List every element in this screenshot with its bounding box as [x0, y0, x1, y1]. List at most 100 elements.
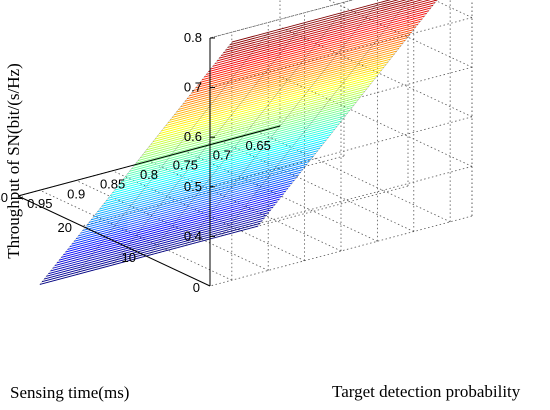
surface-mesh-line — [67, 190, 287, 250]
surface-mesh-line — [75, 179, 295, 240]
surface-mesh-line — [93, 158, 312, 218]
surface-mesh-line — [231, 0, 392, 43]
floor-grid-line — [145, 185, 409, 257]
y-axis-label: Target detection probability — [332, 382, 521, 401]
surface-mesh-line — [161, 72, 380, 132]
surface-mesh-line — [101, 147, 321, 207]
surface-mesh-line — [169, 61, 389, 121]
surface-mesh-line — [184, 42, 404, 102]
surface-mesh-line — [257, 0, 438, 227]
wall-grid-line — [209, 166, 473, 237]
surface-mesh-line — [197, 26, 417, 86]
surface-mesh-line — [154, 80, 374, 140]
surface-mesh-line — [65, 193, 284, 253]
surface-mesh-line — [84, 169, 304, 229]
surface-mesh-line — [39, 225, 259, 285]
surface-mesh-line — [116, 128, 336, 188]
floor-grid-line — [76, 180, 269, 271]
surface-mesh-line — [225, 0, 415, 51]
surface-mesh-line — [227, 0, 407, 48]
surface-mesh-line — [127, 115, 346, 175]
surface-mesh-line — [139, 99, 359, 159]
surface-mesh-line — [107, 139, 327, 199]
surface-mesh-line — [48, 214, 267, 275]
surface-mesh-line — [203, 18, 423, 78]
surface-mesh-line — [218, 0, 438, 59]
surface-mesh-line — [193, 31, 412, 91]
surface-mesh-line — [105, 142, 325, 202]
surface-mesh-line — [212, 7, 432, 67]
surface-mesh-line — [78, 177, 297, 237]
tick-labels: 0.4 0.5 0.6 0.7 0.8 0 10 20 30 0.95 0.9 0.85 0.8 0.75… — [0, 30, 271, 295]
surface-mesh-line — [195, 29, 415, 89]
surface-mesh-line — [201, 21, 421, 81]
x-tick-label: 30 — [0, 190, 8, 205]
surface-mesh-line — [97, 152, 316, 213]
surface-mesh-line — [76, 32, 269, 275]
y-tick-label: 0.8 — [140, 167, 158, 182]
surface-mesh-line — [221, 0, 431, 56]
z-tick-label: 0.7 — [184, 80, 202, 95]
surface-mesh-line — [61, 198, 280, 258]
x-axis-label: Sensing time(ms) — [10, 383, 129, 402]
surface-mesh-line — [208, 12, 427, 73]
surface-mesh-line — [54, 206, 274, 266]
surface-mesh-line — [112, 134, 331, 194]
surface-mesh-line — [82, 171, 301, 231]
surface-mesh-line — [144, 93, 363, 153]
axes-box — [17, 37, 281, 287]
surface-mesh-line — [176, 53, 395, 113]
surface-mesh-line — [135, 104, 355, 164]
wall-grid-line — [209, 116, 473, 188]
y-axis-line — [17, 125, 281, 197]
surface-mesh-line — [148, 12, 342, 256]
surface-mesh-line — [185, 3, 378, 246]
floor-grid-line — [209, 215, 473, 287]
surface-mesh-line — [50, 212, 269, 272]
y-tick-label: 0.65 — [246, 138, 271, 153]
surface-mesh-line — [150, 85, 370, 145]
z-axis-label: Throughput of SN(bit/(s/Hz) — [4, 63, 23, 258]
surface-mesh-line — [146, 91, 365, 151]
wall-grid-line — [279, 76, 473, 167]
surface-mesh-line — [133, 107, 353, 167]
floor-grid-line — [148, 160, 342, 252]
surface-mesh-line — [52, 209, 272, 269]
surface-mesh-line — [148, 88, 368, 148]
surface-mesh-line — [189, 37, 408, 97]
wall-grid-line — [433, 0, 473, 18]
z-tick-label: 0.4 — [184, 228, 202, 243]
floor-grid-line — [185, 150, 378, 242]
x-tick-label: 0 — [193, 280, 200, 295]
surface-mesh-line — [142, 96, 361, 156]
surface-mesh-line — [71, 185, 291, 245]
surface-mesh-line — [229, 0, 400, 46]
surface-mesh-line — [88, 163, 308, 223]
surface-mesh-line — [90, 161, 310, 221]
surface-mesh — [39, 0, 438, 285]
z-tick-label: 0.8 — [184, 30, 202, 45]
box-edge — [209, 0, 354, 39]
surface-mesh-line — [182, 45, 402, 105]
surface-mesh-line — [167, 64, 387, 124]
z-tick-label: 0.5 — [184, 179, 202, 194]
y-tick-label: 0.7 — [213, 148, 231, 163]
floor-grid-line — [257, 131, 451, 223]
surface-mesh-line — [216, 2, 436, 62]
surface-mesh-line — [103, 144, 323, 205]
surface-mesh-line — [214, 4, 434, 65]
surface-mesh-line — [112, 22, 305, 266]
surface-mesh-line — [43, 220, 263, 280]
z-tick-label: 0.6 — [184, 129, 202, 144]
surface-mesh-line — [199, 23, 419, 83]
surface-mesh-line — [46, 217, 265, 277]
surface-mesh-line — [122, 120, 342, 180]
surface-mesh-line — [171, 58, 391, 118]
surface-mesh-line — [159, 74, 378, 135]
surface-mesh-line — [41, 222, 261, 283]
surface-mesh-line — [223, 0, 423, 54]
x-tick-label: 10 — [122, 250, 136, 265]
surface-mesh-line — [137, 101, 357, 161]
x-axis-line — [17, 195, 211, 287]
